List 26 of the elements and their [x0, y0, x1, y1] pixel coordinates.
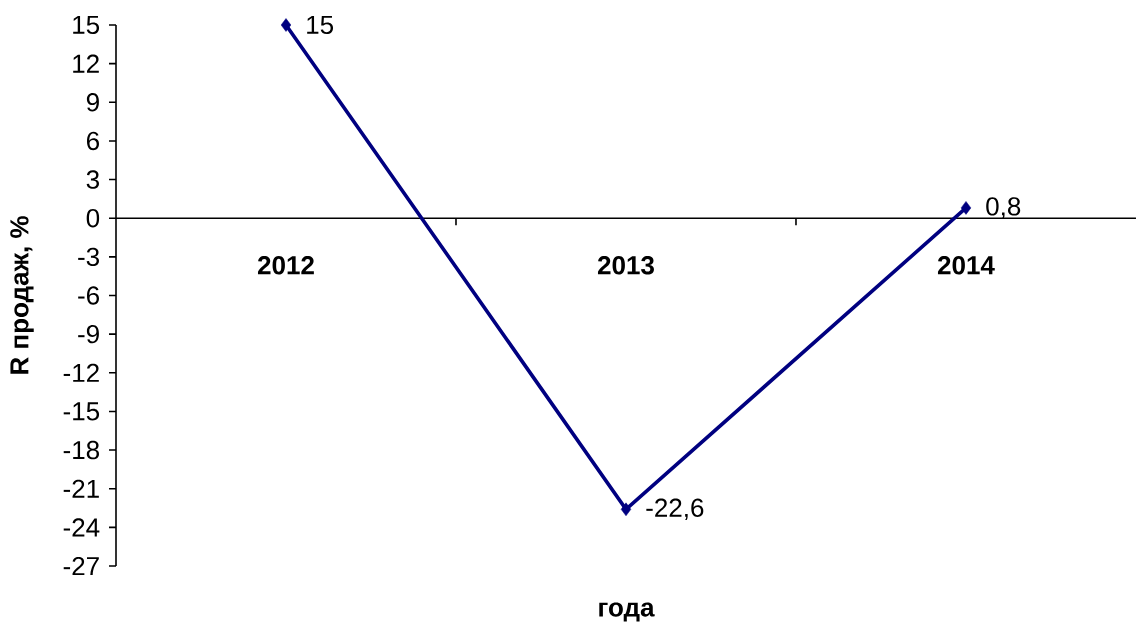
y-tick-label: 12: [73, 54, 99, 73]
data-label: 0,8: [986, 197, 1021, 219]
y-tick-label: -3: [78, 247, 99, 267]
y-tick-label: -27: [63, 556, 99, 576]
x-tick-label: 2012: [257, 256, 314, 275]
point: [280, 18, 292, 32]
data-label: -22,6: [646, 498, 704, 521]
x-axis-title: года: [599, 602, 655, 622]
y-tick-label: 6: [87, 131, 99, 151]
y-tick-label: 15: [73, 15, 100, 35]
y-tick-label: 0: [86, 209, 100, 228]
point: [960, 201, 972, 215]
y-tick-label: -12: [63, 363, 99, 382]
y-tick-label: -21: [63, 479, 99, 498]
y-tick-label: 3: [86, 170, 99, 189]
x-tick-label: 2013: [597, 256, 654, 275]
y-tick-label: -6: [78, 286, 99, 305]
y-tick-label: -24: [63, 518, 100, 537]
y-tick-label: -9: [78, 324, 99, 344]
point: [620, 502, 632, 517]
data-label: 15: [307, 15, 334, 35]
x-tick-label: 2014: [937, 256, 995, 275]
y-tick-label: 9: [86, 93, 99, 112]
y-tick-label: -15: [63, 402, 100, 421]
y-axis-title: R продаж, %: [10, 216, 34, 374]
y-tick-label: -18: [63, 440, 99, 460]
